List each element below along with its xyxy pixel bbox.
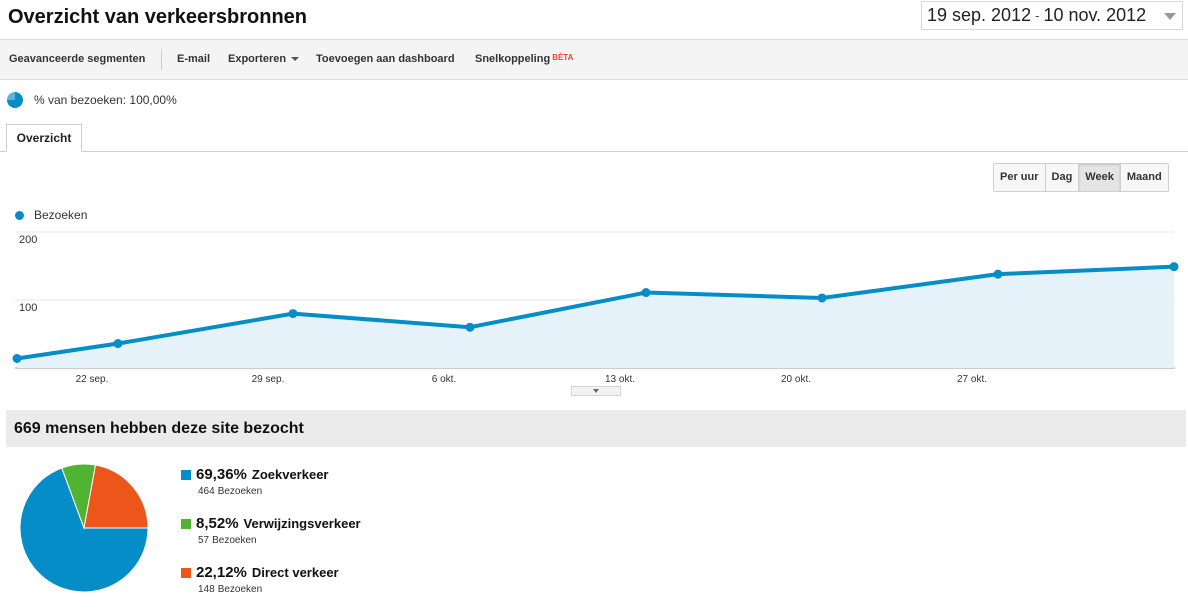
series-line [16, 264, 1175, 361]
y-tick-label: 200 [19, 234, 37, 246]
pie-slice[interactable] [19, 467, 149, 593]
x-tick-label: 22 sep. [76, 374, 109, 385]
granularity-toggle: Per uur Dag Week Maand [993, 163, 1169, 192]
month-button[interactable]: Maand [1120, 164, 1168, 191]
visits-unit: Bezoeken [212, 535, 257, 546]
date-range-picker[interactable]: 19 sep. 2012 - 10 nov. 2012 [921, 1, 1183, 30]
source-visits: 57 [198, 535, 210, 546]
source-item-referral: 8,52% Verwijzingsverkeer 57 Bezoeken [181, 515, 361, 546]
data-point[interactable] [817, 293, 827, 303]
tab-bar-line [0, 151, 1188, 152]
direct-swatch [181, 567, 191, 578]
caret-down-icon [593, 389, 599, 393]
shortcut-label: Snelkoppeling [475, 53, 551, 65]
source-name[interactable]: Verwijzingsverkeer [243, 516, 361, 531]
visits-unit: Bezoeken [217, 486, 263, 497]
legend-series-name: Bezoeken [34, 208, 88, 222]
source-item-direct: 22,12% Direct verkeer 148 Bezoeken [181, 564, 339, 595]
x-tick-label: 13 okt. [605, 374, 635, 385]
segment-label: % van bezoeken: 100,00% [34, 93, 177, 107]
chevron-down-icon[interactable] [1164, 13, 1176, 20]
segment-pie-icon [7, 92, 23, 108]
data-point[interactable] [465, 322, 475, 332]
legend-dot [15, 210, 24, 220]
data-point[interactable] [993, 269, 1003, 279]
data-point[interactable] [288, 309, 298, 319]
source-percentage: 8,52% [196, 515, 239, 532]
export-button[interactable]: Exporteren [228, 53, 300, 65]
day-button[interactable]: Dag [1045, 164, 1080, 191]
visitors-summary: 669 mensen hebben deze site bezocht [6, 410, 1186, 447]
source-name[interactable]: Direct verkeer [251, 565, 339, 580]
tab-overzicht[interactable]: Overzicht [6, 124, 82, 152]
email-button[interactable]: E-mail [177, 53, 211, 65]
date-separator: - [1035, 8, 1040, 23]
beta-badge: BÈTA [552, 53, 574, 62]
source-percentage: 69,36% [196, 466, 247, 483]
search-swatch [181, 469, 191, 480]
source-visits: 148 [198, 584, 215, 595]
x-tick-label: 27 okt. [957, 374, 987, 385]
x-tick-label: 6 okt. [432, 374, 456, 385]
date-start: 19 sep. 2012 [927, 5, 1032, 25]
pie-slice[interactable] [83, 464, 149, 529]
export-label: Exporteren [228, 53, 287, 65]
segment-indicator: % van bezoeken: 100,00% [6, 91, 177, 109]
add-to-dashboard-button[interactable]: Toevoegen aan dashboard [316, 53, 455, 65]
y-tick-label: 100 [19, 302, 37, 314]
chart-collapse-handle[interactable] [571, 386, 621, 396]
data-point[interactable] [12, 353, 22, 363]
week-button[interactable]: Week [1079, 164, 1121, 191]
traffic-sources-pie-chart [19, 463, 149, 593]
source-item-search: 69,36% Zoekverkeer 464 Bezoeken [181, 466, 329, 497]
series-area [17, 266, 1174, 368]
source-visits: 464 [198, 486, 215, 497]
toolbar-divider [161, 49, 162, 70]
shortcut-button[interactable]: Snelkoppeling BÈTA [475, 53, 573, 65]
visits-unit: Bezoeken [217, 584, 263, 595]
source-name[interactable]: Zoekverkeer [251, 467, 329, 482]
source-percentage: 22,12% [196, 564, 247, 581]
data-point[interactable] [113, 339, 123, 349]
data-point[interactable] [641, 288, 651, 298]
x-tick-label: 29 sep. [252, 374, 285, 385]
caret-down-icon [291, 57, 300, 62]
data-point[interactable] [1169, 262, 1179, 272]
date-end: 10 nov. 2012 [1043, 5, 1147, 25]
per-hour-button[interactable]: Per uur [994, 164, 1046, 191]
referral-swatch [181, 518, 191, 529]
report-toolbar: Geavanceerde segmenten E-mail Exporteren… [0, 39, 1188, 80]
visits-line-chart: 200 100 22 sep. 29 sep. 6 okt. 13 okt. 20 okt.… [12, 231, 1179, 385]
page-title: Overzicht van verkeersbronnen [8, 6, 308, 28]
advanced-segments-button[interactable]: Geavanceerde segmenten [9, 53, 146, 65]
chart-legend: Bezoeken [15, 208, 87, 222]
x-tick-label: 20 okt. [781, 374, 811, 385]
